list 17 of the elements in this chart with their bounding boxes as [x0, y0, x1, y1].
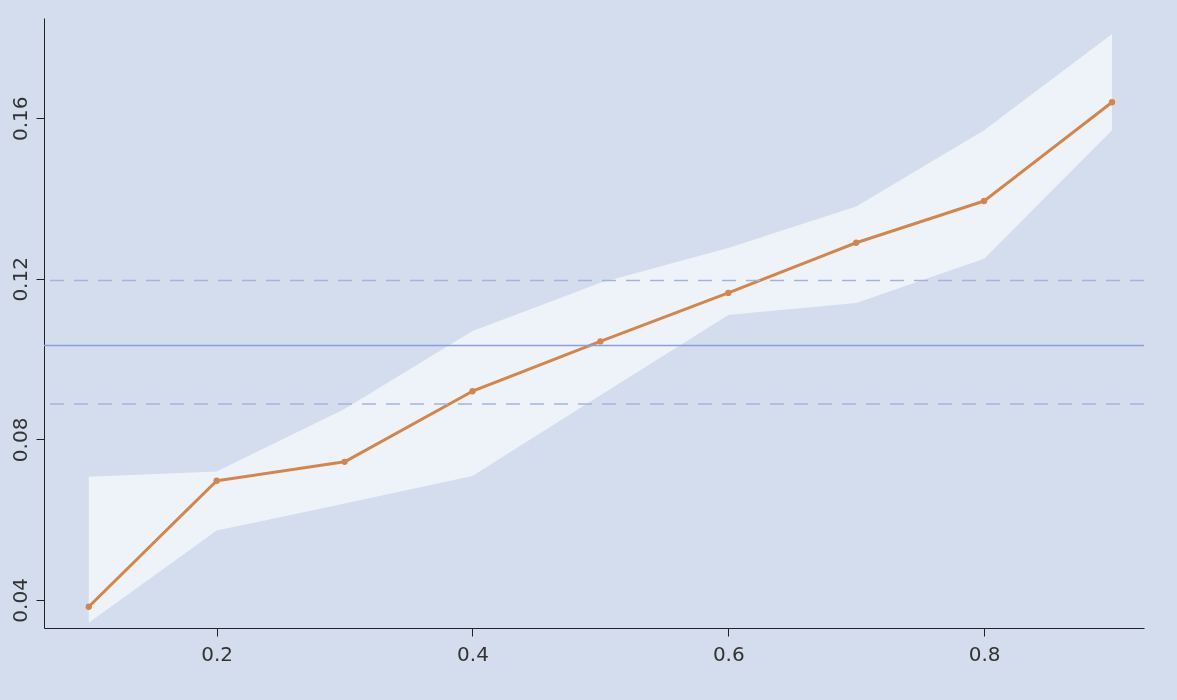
y-tick-label: 0.08 [7, 417, 32, 463]
point [213, 477, 220, 484]
point [725, 289, 732, 297]
point [341, 458, 348, 466]
point [1108, 99, 1116, 106]
x-tick-label: 0.4 [457, 641, 489, 666]
point [853, 239, 860, 246]
x-tick-label: 0.6 [712, 641, 745, 666]
x-tick-label: 0.2 [201, 641, 234, 666]
y-tick-label: 0.16 [7, 96, 32, 142]
point [85, 603, 92, 610]
point [597, 338, 604, 345]
point [980, 197, 988, 205]
y-tick-label: 0.12 [7, 257, 32, 302]
point [469, 388, 476, 395]
y-tick-label: 0.04 [7, 578, 32, 623]
x-tick-label: 0.8 [968, 641, 1001, 666]
